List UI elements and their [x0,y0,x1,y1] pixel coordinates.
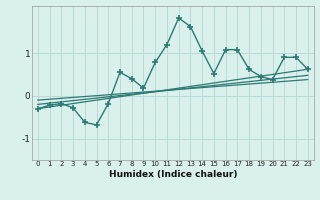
X-axis label: Humidex (Indice chaleur): Humidex (Indice chaleur) [108,170,237,179]
